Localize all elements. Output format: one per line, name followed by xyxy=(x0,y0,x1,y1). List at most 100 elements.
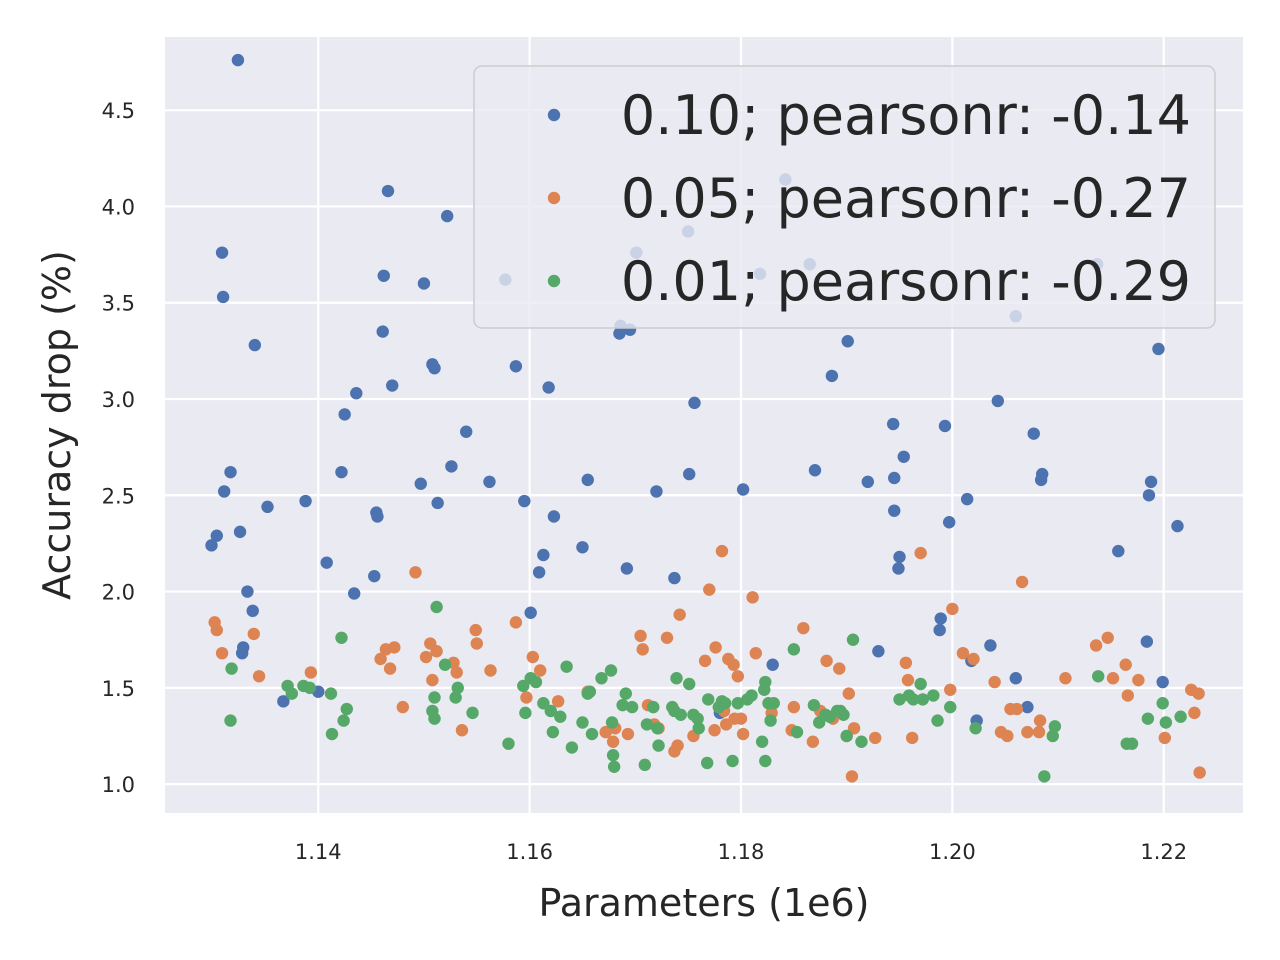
data-point xyxy=(1171,519,1184,533)
data-point xyxy=(583,685,597,698)
data-point xyxy=(607,760,621,773)
data-point xyxy=(1174,710,1187,723)
data-point xyxy=(731,697,745,710)
data-point xyxy=(846,633,860,646)
data-point xyxy=(1156,697,1169,710)
data-point xyxy=(368,569,381,583)
data-point xyxy=(933,623,946,637)
y-tick-label: 3.0 xyxy=(102,388,135,412)
data-point xyxy=(709,641,722,654)
data-point xyxy=(546,725,560,739)
data-point xyxy=(470,637,483,650)
data-point xyxy=(215,246,229,259)
data-point xyxy=(906,731,919,745)
data-point xyxy=(335,465,348,479)
data-point xyxy=(210,529,223,542)
data-point xyxy=(1193,766,1206,779)
data-point xyxy=(509,616,523,629)
data-point xyxy=(1142,489,1156,502)
data-point xyxy=(914,546,927,560)
data-point xyxy=(861,475,875,489)
data-point xyxy=(299,494,312,508)
data-point xyxy=(324,687,338,700)
legend-marker xyxy=(547,191,561,205)
data-point xyxy=(790,725,804,739)
data-point xyxy=(1015,575,1029,589)
data-point xyxy=(636,643,649,656)
data-point xyxy=(1125,737,1139,750)
data-point xyxy=(1144,475,1158,489)
data-point xyxy=(303,681,316,695)
data-point xyxy=(718,697,732,710)
data-point xyxy=(1035,467,1049,481)
data-point xyxy=(1132,673,1145,687)
data-point xyxy=(700,756,714,770)
data-point xyxy=(449,691,462,704)
data-point xyxy=(450,666,463,679)
data-point xyxy=(1032,725,1046,739)
y-tick-label: 4.5 xyxy=(102,99,135,123)
data-point xyxy=(605,716,619,729)
data-point xyxy=(931,714,944,727)
data-point xyxy=(537,548,550,562)
data-point xyxy=(674,708,687,721)
data-point xyxy=(428,712,441,725)
data-point xyxy=(806,735,820,748)
data-point xyxy=(604,664,618,677)
data-point xyxy=(969,722,982,735)
data-point xyxy=(426,673,439,687)
data-point xyxy=(907,693,920,706)
data-point xyxy=(396,700,409,714)
data-point xyxy=(595,672,608,685)
data-point xyxy=(621,727,635,741)
data-point xyxy=(1188,706,1201,720)
data-point xyxy=(585,727,599,741)
data-point xyxy=(1021,700,1034,714)
x-tick-label: 1.16 xyxy=(506,840,553,864)
data-point xyxy=(692,722,705,735)
data-point xyxy=(736,483,750,496)
data-point xyxy=(842,687,855,700)
data-point xyxy=(797,621,810,635)
x-tick-labels: 1.14 1.16 1.18 1.20 1.22 xyxy=(295,840,1187,864)
data-point xyxy=(960,492,974,506)
legend-label: 0.10; pearsonr: -0.14 xyxy=(621,84,1191,147)
data-point xyxy=(215,646,229,660)
data-point xyxy=(606,735,620,748)
data-point xyxy=(1048,720,1062,733)
data-point xyxy=(325,727,339,741)
x-axis-label: Parameters (1e6) xyxy=(539,881,870,925)
data-point xyxy=(745,689,758,702)
data-point xyxy=(509,360,523,373)
data-point xyxy=(377,269,390,282)
data-point xyxy=(650,485,663,498)
data-point xyxy=(755,735,769,748)
data-point xyxy=(726,754,739,768)
data-point xyxy=(560,660,573,673)
data-point xyxy=(529,675,543,689)
data-point xyxy=(886,417,900,431)
data-point xyxy=(942,516,956,529)
data-point xyxy=(320,556,333,569)
data-point xyxy=(746,591,759,604)
data-point xyxy=(542,381,555,394)
data-point xyxy=(246,604,259,618)
data-point xyxy=(625,700,639,714)
data-point xyxy=(872,645,885,658)
y-tick-label: 1.0 xyxy=(102,773,135,797)
data-point xyxy=(1112,544,1125,558)
data-point xyxy=(532,566,546,579)
data-point xyxy=(759,754,772,768)
data-point xyxy=(484,664,497,677)
data-point xyxy=(1159,716,1173,729)
data-point xyxy=(1156,675,1169,689)
data-point xyxy=(855,735,868,748)
data-point xyxy=(991,394,1005,408)
data-point xyxy=(440,209,454,223)
data-point xyxy=(841,335,854,348)
data-point xyxy=(944,683,957,696)
data-point xyxy=(340,702,353,716)
data-point xyxy=(808,464,822,477)
data-point xyxy=(984,639,997,652)
